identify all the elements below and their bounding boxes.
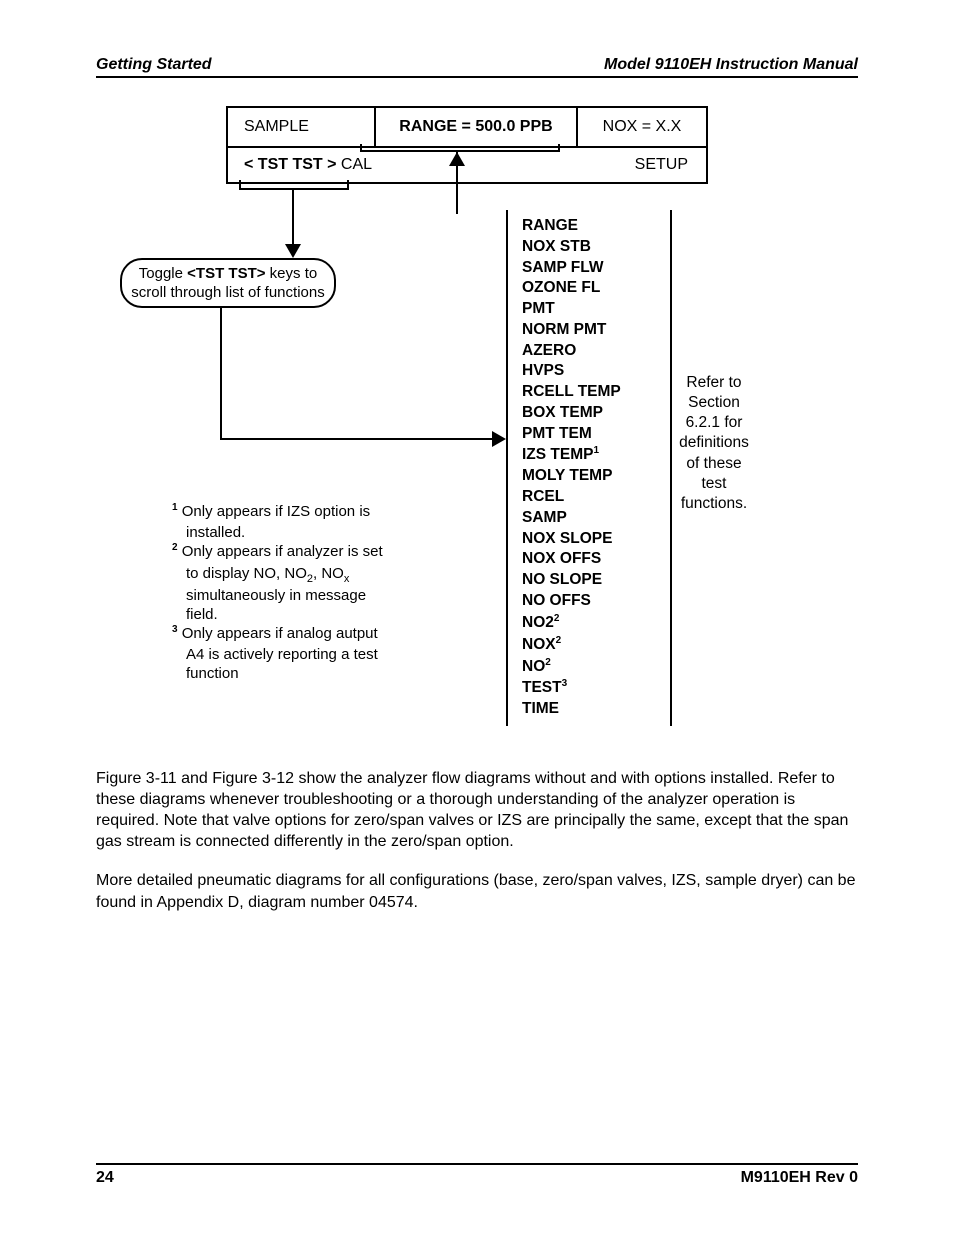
- function-item: OZONE FL: [522, 278, 670, 299]
- function-item: NOX SLOPE: [522, 529, 670, 550]
- header-section: Getting Started: [96, 56, 212, 74]
- display-nox: NOX = X.X: [578, 118, 706, 136]
- function-item: MOLY TEMP: [522, 466, 670, 487]
- function-item: RCELL TEMP: [522, 382, 670, 403]
- function-item: IZS TEMP1: [522, 444, 670, 466]
- function-list: RANGENOX STBSAMP FLWOZONE FLPMTNORM PMTA…: [506, 210, 672, 726]
- refer-note: Refer to Section 6.2.1 for definitions o…: [666, 373, 762, 514]
- function-item: TIME: [522, 699, 670, 720]
- header-title: Model 9110EH Instruction Manual: [604, 56, 858, 74]
- manual-page: Getting Started Model 9110EH Instruction…: [0, 0, 954, 1235]
- display-row-1: SAMPLE RANGE = 500.0 PPB NOX = X.X: [228, 108, 706, 148]
- footnote-2: 2 Only appears if analyzer is set: [172, 542, 482, 561]
- footnotes: 1 Only appears if IZS option is installe…: [172, 502, 482, 684]
- paragraph-1: Figure 3-11 and Figure 3-12 show the ana…: [96, 768, 858, 852]
- toggle-instruction: Toggle <TST TST> keys to scroll through …: [120, 258, 336, 308]
- function-item: NO SLOPE: [522, 570, 670, 591]
- function-item: PMT: [522, 299, 670, 320]
- function-item: NOX OFFS: [522, 549, 670, 570]
- revision: M9110EH Rev 0: [741, 1169, 858, 1187]
- page-header: Getting Started Model 9110EH Instruction…: [96, 56, 858, 78]
- function-item: NO2: [522, 656, 670, 678]
- display-range: RANGE = 500.0 PPB: [374, 108, 578, 146]
- flow-diagram: SAMPLE RANGE = 500.0 PPB NOX = X.X < TST…: [206, 106, 858, 756]
- page-footer: 24 M9110EH Rev 0: [96, 1163, 858, 1187]
- arrow-down-icon: [285, 244, 301, 258]
- function-item: AZERO: [522, 341, 670, 362]
- arrow-line: [456, 150, 458, 214]
- footnote-1: 1 Only appears if IZS option is: [172, 502, 482, 521]
- arrow-line: [220, 306, 222, 438]
- function-item: RCEL: [522, 487, 670, 508]
- function-item: NO22: [522, 612, 670, 634]
- paragraph-2: More detailed pneumatic diagrams for all…: [96, 870, 858, 912]
- function-item: SAMP: [522, 508, 670, 529]
- page-number: 24: [96, 1169, 114, 1187]
- function-item: TEST3: [522, 677, 670, 699]
- arrow-line: [220, 438, 494, 440]
- function-item: NO OFFS: [522, 591, 670, 612]
- bracket-range: [360, 144, 560, 152]
- display-tst: < TST TST > CAL: [228, 156, 404, 174]
- function-item: SAMP FLW: [522, 258, 670, 279]
- display-sample: SAMPLE: [228, 118, 374, 136]
- display-row-2: < TST TST > CAL SETUP: [228, 148, 706, 182]
- function-item: PMT TEM: [522, 424, 670, 445]
- function-item: NORM PMT: [522, 320, 670, 341]
- bracket-tst: [239, 180, 349, 190]
- function-item: NOX2: [522, 634, 670, 656]
- function-item: HVPS: [522, 361, 670, 382]
- arrow-line: [292, 188, 294, 246]
- function-item: RANGE: [522, 216, 670, 237]
- arrow-right-icon: [492, 431, 506, 447]
- footnote-3: 3 Only appears if analog autput: [172, 624, 482, 643]
- function-item: NOX STB: [522, 237, 670, 258]
- function-item: BOX TEMP: [522, 403, 670, 424]
